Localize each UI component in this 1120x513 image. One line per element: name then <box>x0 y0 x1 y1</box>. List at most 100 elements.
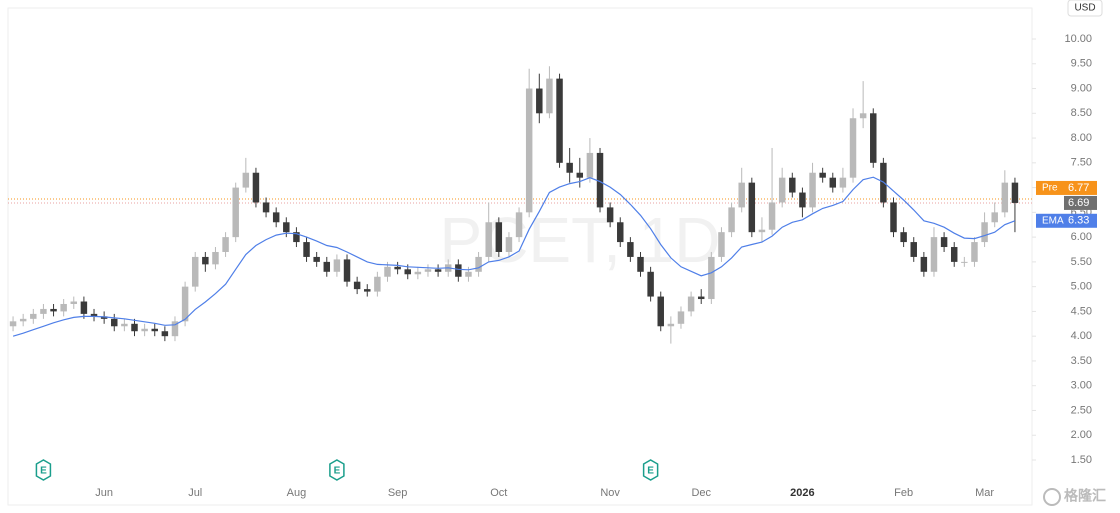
last-value-bg <box>1064 195 1097 210</box>
candle-body <box>414 271 422 275</box>
y-tick-label: 4.50 <box>1071 305 1092 317</box>
candle-body <box>70 301 78 304</box>
candle-body <box>364 289 371 292</box>
candle-body <box>617 222 624 243</box>
candle-body <box>90 313 98 317</box>
candle-body <box>424 269 432 272</box>
candle-body <box>131 323 138 332</box>
logo-mark <box>1043 488 1061 506</box>
candle-body <box>799 192 806 208</box>
candle-body <box>900 232 907 243</box>
candles <box>9 66 1019 344</box>
candle-body <box>60 303 67 312</box>
candle-body <box>809 172 816 208</box>
x-tick-label: Feb <box>894 487 913 499</box>
currency: USD <box>1074 3 1095 14</box>
candle-body <box>333 259 341 272</box>
candle-body <box>758 229 766 233</box>
candle-body <box>829 177 837 188</box>
x-tick-label: Mar <box>975 487 994 499</box>
candle-body <box>667 323 675 327</box>
logo: 格隆汇 <box>1043 488 1106 506</box>
y-tick-label: 5.50 <box>1071 256 1092 268</box>
candle-body <box>121 323 128 327</box>
candle-body <box>384 266 391 277</box>
candle-body <box>191 256 199 287</box>
candle-body <box>40 308 47 314</box>
candle-body <box>596 152 604 208</box>
x-tick-label: Jul <box>188 487 202 499</box>
candle-body <box>981 222 988 243</box>
candle-body <box>748 182 756 233</box>
x-tick-label: Dec <box>691 487 711 499</box>
candle-body <box>819 172 826 178</box>
x-tick-label: Nov <box>600 487 620 499</box>
candle-body <box>171 321 179 337</box>
candle-body <box>849 118 857 178</box>
candle-body <box>404 269 411 275</box>
pre-name: Pre <box>1042 183 1058 194</box>
candle-body <box>9 321 17 327</box>
candle-body <box>657 296 664 327</box>
candle-body <box>475 256 482 272</box>
event-label: E <box>334 466 341 477</box>
candle-body <box>293 232 300 243</box>
ema-value: 6.33 <box>1068 215 1089 227</box>
y-tick-label: 4.00 <box>1071 330 1092 342</box>
candle-body <box>728 207 735 233</box>
y-tick-label: 5.00 <box>1071 281 1092 293</box>
pre-value-bg <box>1064 180 1097 195</box>
candle-body <box>606 207 614 223</box>
candle-body <box>930 237 938 272</box>
candle-body <box>323 261 331 272</box>
y-tick-label: 8.50 <box>1071 107 1092 119</box>
candle-body <box>525 88 533 213</box>
candle-body <box>151 328 158 332</box>
y-tick-label: 6.00 <box>1071 231 1092 243</box>
candle-body <box>768 202 776 230</box>
candle-body <box>647 271 654 297</box>
candle-body <box>394 266 401 270</box>
candle-body <box>141 328 148 332</box>
candle-body <box>961 261 968 263</box>
candle-body <box>566 162 573 173</box>
candle-body <box>343 259 351 282</box>
event-marker <box>329 459 345 481</box>
candle-body <box>991 212 998 223</box>
ema-value-bg <box>1064 213 1097 228</box>
candle-body <box>181 286 189 322</box>
candle-body <box>303 242 310 257</box>
candle-body <box>202 256 209 265</box>
y-tick-label: 3.50 <box>1071 355 1092 367</box>
candle-body <box>161 331 169 337</box>
event-label: E <box>647 466 654 477</box>
candle-body <box>80 301 88 314</box>
candle-body <box>30 313 37 319</box>
candle-body <box>19 318 27 322</box>
y-tick-label: 9.50 <box>1071 58 1092 70</box>
event-marker <box>642 459 659 481</box>
ema-name-bg <box>1036 213 1064 228</box>
candle-body <box>687 296 695 312</box>
y-tick-label: 10.00 <box>1064 33 1092 45</box>
candle-body <box>100 316 108 319</box>
event-label: E <box>40 466 47 477</box>
candle-body <box>859 113 867 119</box>
x-tick-label: Sep <box>388 487 408 499</box>
candle-body <box>637 256 644 272</box>
y-tick-label: 1.50 <box>1071 454 1092 466</box>
candle-body <box>374 276 381 292</box>
candle-body <box>586 152 594 178</box>
logo-text: 格隆汇 <box>1064 488 1106 504</box>
candle-body <box>677 311 685 324</box>
candle-body <box>940 237 948 248</box>
candle-body <box>708 256 715 300</box>
candle-body <box>313 256 320 262</box>
candle-body <box>950 247 958 262</box>
y-tick-label: 8.00 <box>1071 132 1092 144</box>
y-tick-label: 9.00 <box>1071 82 1092 94</box>
y-tick-label: 2.50 <box>1071 404 1092 416</box>
candle-body <box>546 78 553 114</box>
